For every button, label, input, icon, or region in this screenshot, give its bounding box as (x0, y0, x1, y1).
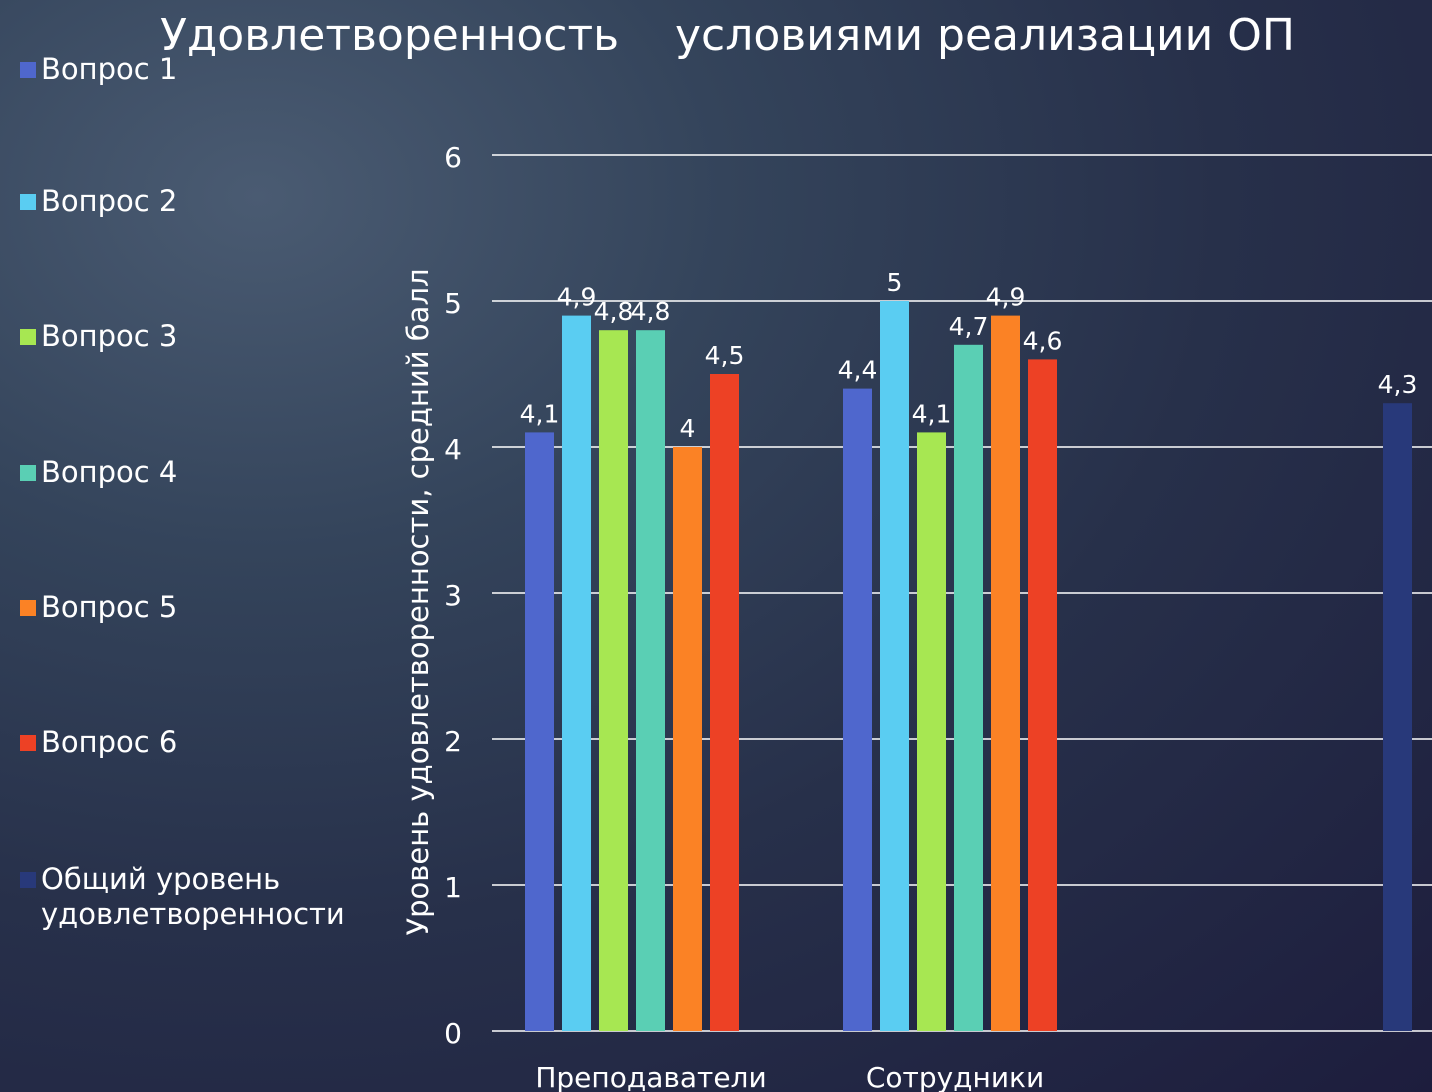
bar (991, 315, 1020, 1032)
legend-item-q2: Вопрос 2 (20, 184, 177, 219)
data-label: 4,6 (1023, 326, 1063, 355)
y-tick-label: 0 (444, 1017, 462, 1050)
data-labels: 4,14,94,84,844,54,454,14,74,94,64,3 (520, 268, 1418, 443)
y-axis-label: Уровень удовлетворенности, средний балл (401, 268, 435, 935)
legend-label-overall: Общий уровень удовлетворенности (41, 862, 345, 931)
data-label: 4,8 (631, 297, 671, 326)
legend-item-q4: Вопрос 4 (20, 455, 177, 490)
bar (599, 330, 628, 1031)
y-tick-label: 6 (444, 141, 462, 174)
y-tick-label: 2 (444, 725, 462, 758)
data-label: 4,9 (986, 283, 1026, 312)
data-label: 4,3 (1378, 370, 1418, 399)
bar (1383, 403, 1412, 1031)
legend-swatch-q6 (20, 735, 36, 751)
data-label: 4,1 (912, 399, 952, 428)
bar (843, 388, 872, 1032)
legend-swatch-q1 (20, 62, 36, 78)
legend-swatch-q4 (20, 465, 36, 481)
legend-label-q3: Вопрос 3 (41, 319, 178, 353)
chart-title: Удовлетворенность условиями реализации О… (160, 10, 1295, 61)
bar (917, 432, 946, 1031)
data-label: 4,5 (705, 341, 745, 370)
data-label: 4 (680, 414, 696, 443)
legend-item-q6: Вопрос 6 (20, 725, 177, 760)
chart-legend: Вопрос 1 Вопрос 2 Вопрос 3 Вопрос 4 Вопр… (20, 0, 390, 1092)
bars (525, 301, 1412, 1032)
bar (710, 374, 739, 1031)
x-tick-label: Преподаватели (535, 1061, 766, 1092)
bar (880, 301, 909, 1031)
data-label: 4,9 (557, 283, 597, 312)
legend-swatch-q2 (20, 194, 36, 210)
bar (636, 330, 665, 1031)
data-label: 4,1 (520, 399, 560, 428)
y-tick-label: 1 (444, 871, 462, 904)
data-label: 4,4 (838, 356, 878, 385)
legend-swatch-overall (20, 872, 36, 888)
legend-item-q5: Вопрос 5 (20, 590, 177, 625)
bar (954, 344, 983, 1031)
bar (673, 447, 702, 1031)
data-label: 4,8 (594, 297, 634, 326)
bar (525, 432, 554, 1031)
y-tick-label: 4 (444, 433, 462, 466)
legend-item-q1: Вопрос 1 (20, 52, 177, 87)
legend-swatch-q5 (20, 600, 36, 616)
legend-label-q1: Вопрос 1 (41, 52, 178, 86)
bar (562, 315, 591, 1032)
legend-label-q2: Вопрос 2 (41, 184, 178, 218)
legend-label-q5: Вопрос 5 (41, 590, 178, 624)
data-label: 4,7 (949, 312, 989, 341)
legend-label-q6: Вопрос 6 (41, 725, 178, 759)
y-axis-ticks: 0 1 2 3 4 5 6 (444, 141, 462, 1050)
legend-swatch-q3 (20, 329, 36, 345)
x-axis-ticks: Преподаватели Сотрудники (535, 1061, 1044, 1092)
y-tick-label: 3 (444, 579, 462, 612)
legend-item-overall: Общий уровень удовлетворенности (20, 862, 345, 932)
legend-label-q4: Вопрос 4 (41, 455, 178, 489)
y-tick-label: 5 (444, 287, 462, 320)
x-tick-label: Сотрудники (866, 1061, 1044, 1092)
legend-item-q3: Вопрос 3 (20, 319, 177, 354)
bar (1028, 359, 1057, 1031)
data-label: 5 (887, 268, 903, 297)
